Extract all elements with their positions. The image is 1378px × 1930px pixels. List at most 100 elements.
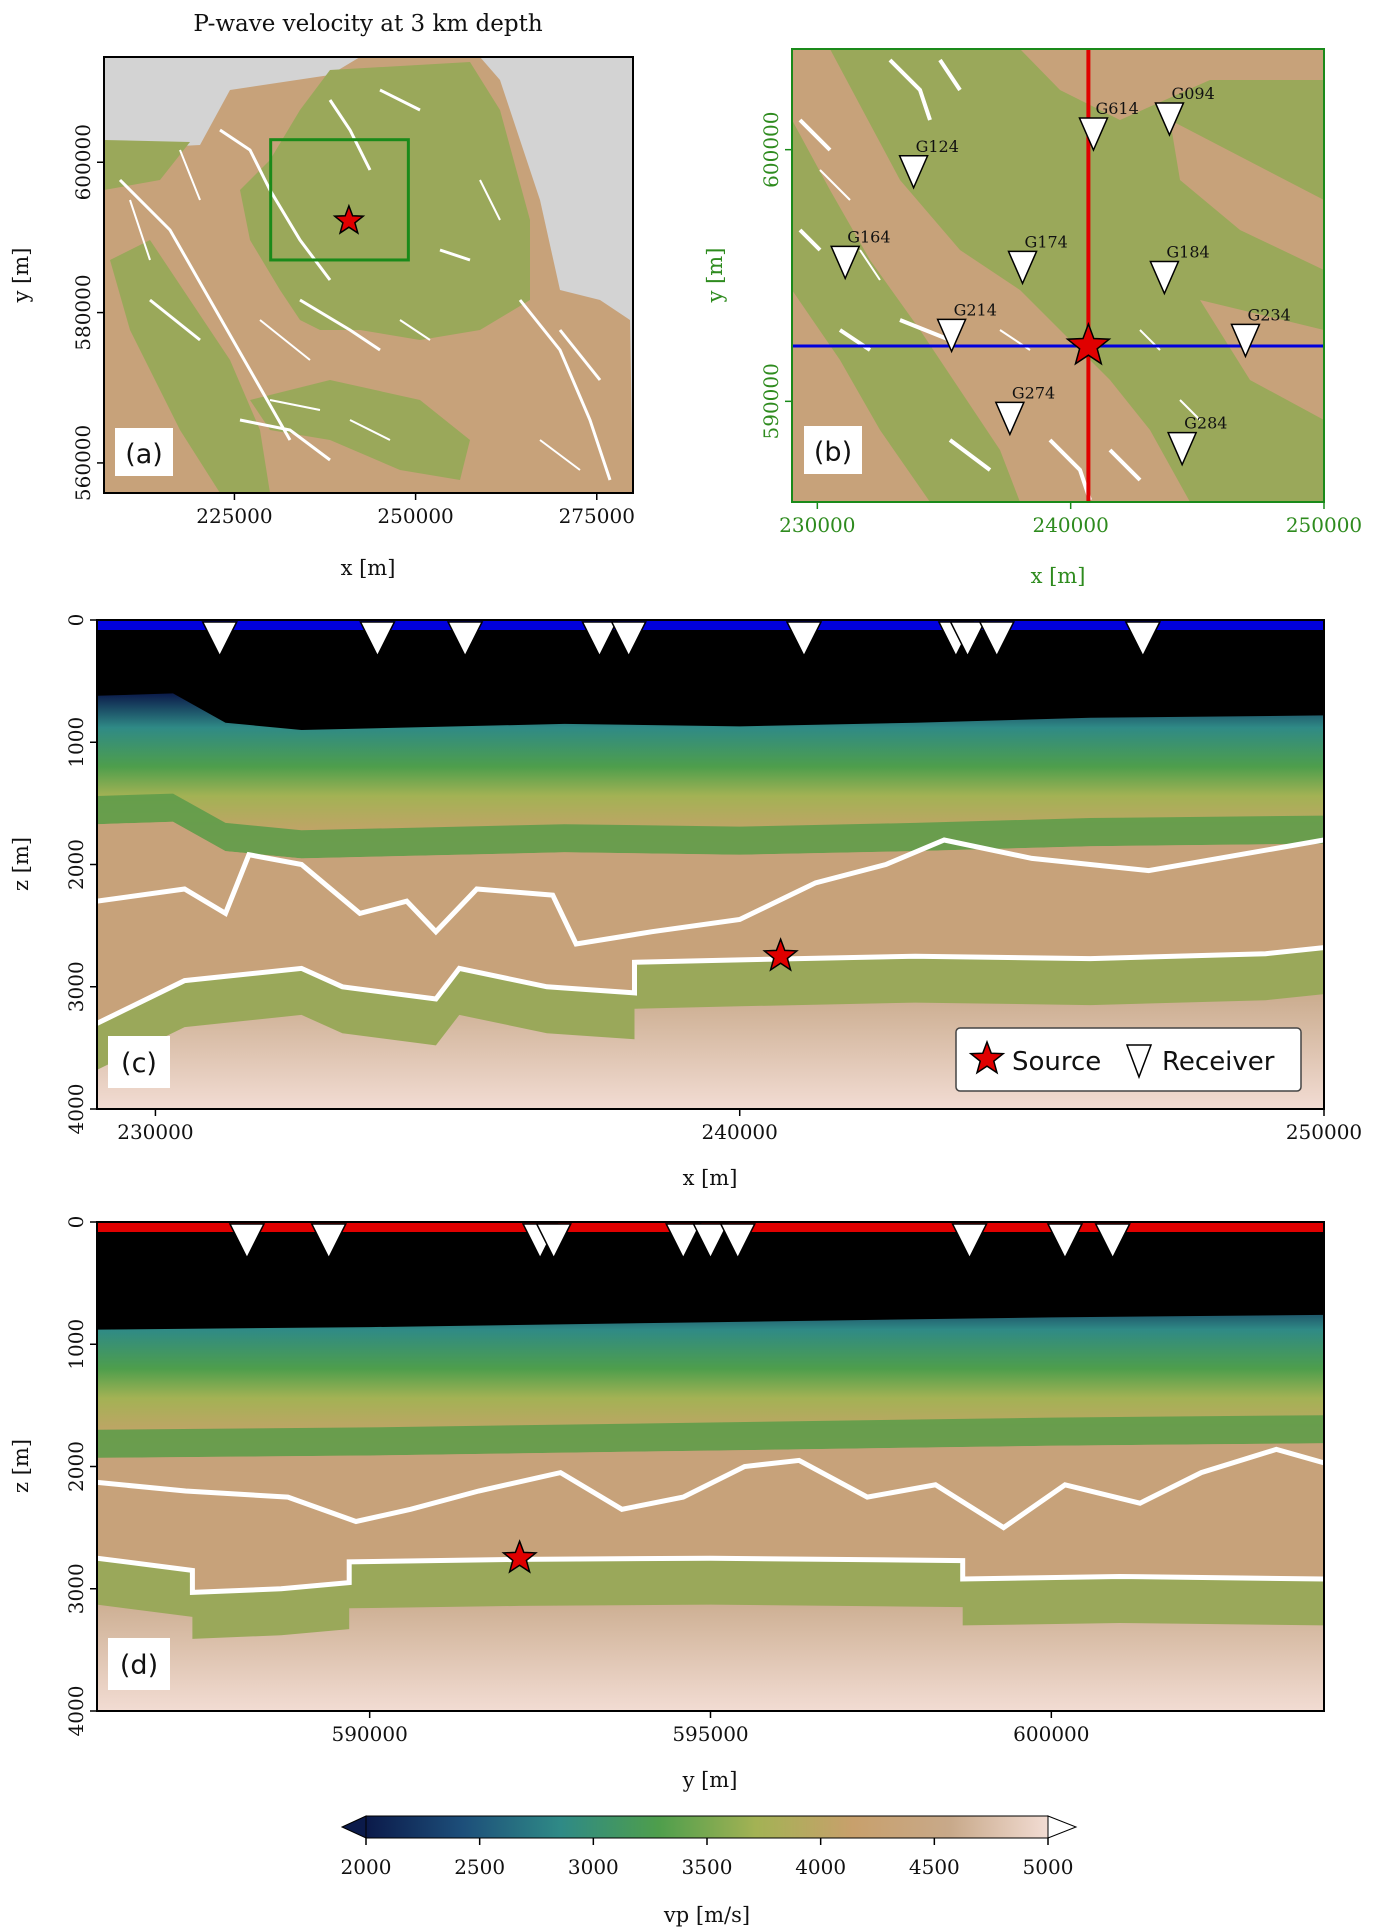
receiver-marker [228,1223,266,1260]
source-star-shape [762,937,799,972]
receiver-marker [898,155,929,190]
receiver-marker [535,1223,572,1260]
green-velocity-zone [110,240,270,493]
panel-a-map: P-wave velocity at 3 km depth 225000 2500… [9,11,635,580]
y-tick-label: 3000 [64,1563,88,1614]
green-velocity-zone [104,140,190,190]
survey-line-surface [97,620,1324,630]
colorbar-under-arrow [340,1815,367,1839]
panel-b-tag-box [804,426,862,474]
panel-d-ylabel: z [m] [9,1439,33,1493]
legend: Source Receiver [955,1027,1302,1092]
source-star-shape [501,1539,538,1574]
colorbar-tick-label: 4500 [909,1855,960,1879]
receiver-marker [785,621,823,658]
green-velocity-band [97,1415,1324,1458]
source-star [501,1539,538,1574]
panel-a-ylabel: y [m] [9,248,33,304]
panel-a-frame [103,56,634,494]
green-velocity-band [97,947,1324,1070]
y-tick-label: 3000 [64,961,88,1012]
receiver-marker [830,245,861,281]
x-tick-label: 275000 [559,504,635,528]
panel-a-tag-box [115,428,173,476]
y-tick-label: 1000 [64,1319,88,1370]
y-tick-label: 580000 [71,274,95,350]
panel-a-tag: (a) [125,439,163,470]
y-tick-label: 4000 [64,1084,88,1135]
y-tick-label: 2000 [64,1441,88,1492]
colorbar-label: vp [m/s] [663,1903,750,1927]
receiver-marker [978,621,1016,658]
tan-velocity-zone [1020,49,1324,120]
green-velocity-band [97,793,1324,859]
y-tick-label: 560000 [71,425,95,501]
zoom-box [269,138,410,262]
receiver-label: G284 [1184,414,1227,433]
receiver-marker [581,621,618,658]
colorbar: 2000 2500 3000 3500 4000 4500 5000 vp [m/s] [340,1815,1078,1927]
legend-source-label: Source [1012,1047,1101,1077]
panel-d-tag-box [108,1638,170,1690]
panel-d-tag: (d) [120,1650,158,1681]
water-layer [97,620,1324,730]
receiver-marker [201,621,238,658]
receiver-marker [665,1223,702,1260]
colorbar-tick-label: 4000 [795,1855,846,1879]
colorbar-tick-label: 3500 [682,1855,733,1879]
panel-b-xlabel: x [m] [1031,564,1086,588]
x-tick-label: 600000 [1013,1722,1089,1746]
y-tick-label: 600000 [71,124,95,200]
tan-velocity-zone [1200,300,1324,420]
colorbar-gradient [365,1815,1049,1839]
colorbar-tick-label: 2000 [341,1855,392,1879]
receiver-marker [610,621,647,658]
colorbar-tick-label: 3000 [568,1855,619,1879]
panel-c-xlabel: x [m] [683,1166,738,1190]
colorbar-over-arrow [1047,1815,1078,1839]
legend-box [955,1027,1302,1092]
receiver-marker [1078,117,1109,152]
panel-c-ylabel: z [m] [9,837,33,891]
y-tick-label: 2000 [64,839,88,890]
green-velocity-zone [792,120,1020,502]
receiver-marker [359,621,396,658]
panel-a-xlabel: x [m] [341,556,396,580]
receiver-marker [692,1223,729,1260]
legend-source-icon [968,1039,1006,1075]
receiver-label: G094 [1171,84,1214,103]
tan-velocity-zone [1170,120,1324,270]
receiver-marker [310,1223,347,1260]
receiver-marker [1124,621,1162,658]
panel-a-title: P-wave velocity at 3 km depth [193,11,542,37]
y-tick-label: 0 [64,614,88,627]
x-tick-label: 230000 [117,1120,193,1144]
receiver-label: G184 [1166,243,1209,262]
green-velocity-zone [240,62,530,340]
source-star [1065,321,1112,366]
x-tick-label: 595000 [672,1722,748,1746]
receiver-label: G164 [847,227,890,246]
x-tick-label: 230000 [779,513,855,537]
receiver-marker [949,621,986,658]
source-star-shape [968,1039,1006,1075]
green-velocity-zone [250,380,470,480]
y-tick-label: 1000 [64,717,88,768]
receiver-marker [1166,431,1198,467]
legend-receiver-icon [1125,1044,1153,1080]
y-tick-label: 0 [64,1216,88,1229]
receiver-marker [1007,250,1038,286]
panel-d-xlabel: y [m] [682,1768,738,1792]
x-tick-label: 225000 [196,504,272,528]
horizon-line [97,1446,1324,1531]
panel-b-zoom-map: G094 G614 G124 G164 G174 G184 G214 G234 G274 G284… [703,48,1362,588]
legend-receiver-label: Receiver [1162,1047,1275,1077]
x-tick-label: 250000 [1286,1120,1362,1144]
panel-c-tag: (c) [121,1048,157,1079]
source-star-shape [1065,321,1112,366]
receiver-label: G214 [954,300,997,319]
x-tick-label: 240000 [702,1120,778,1144]
